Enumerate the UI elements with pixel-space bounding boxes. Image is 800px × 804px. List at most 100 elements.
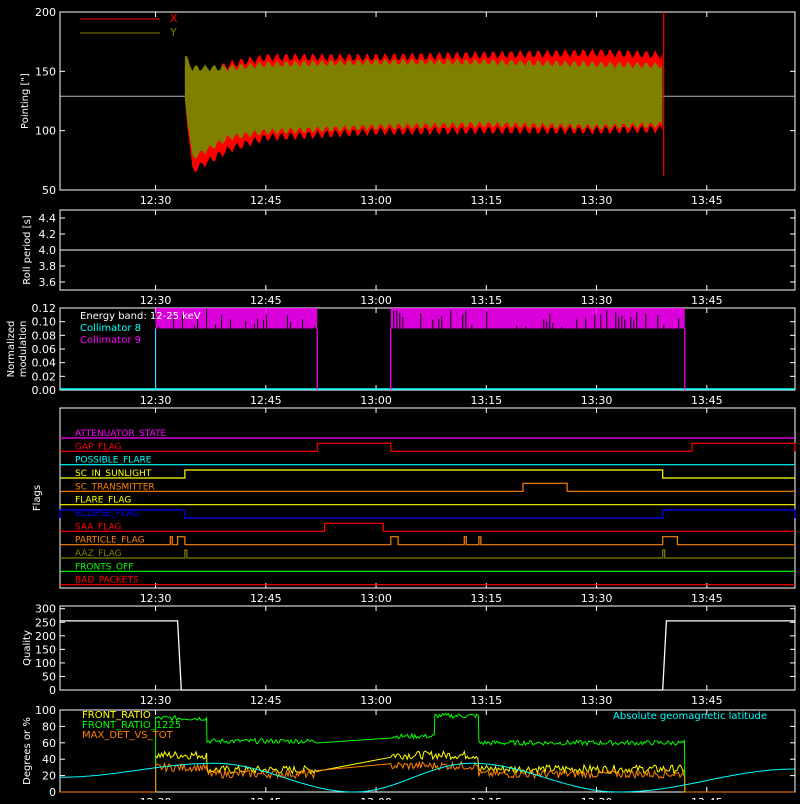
quality-ytick-label-5: 250	[35, 616, 56, 629]
flag-label-eclipse_flag: ECLIPSE_FLAG	[75, 509, 139, 519]
pointing-xtick-label-3: 13:15	[470, 194, 502, 207]
pointing-frame	[59, 11, 796, 191]
flag-trace-saa_flag	[60, 522, 795, 532]
flag-label-flare_flag: FLARE_FLAG	[75, 496, 131, 506]
flag-label-bad_packets: BAD_PACKETS	[75, 576, 139, 586]
pointing-ylabel: Pointing ["]	[20, 73, 31, 129]
modulation-ytick-label-4: 0.08	[32, 329, 57, 342]
modulation-ytick-label-0: 0.00	[32, 384, 57, 397]
flag-label-fronts_off: FRONTS_OFF	[75, 562, 133, 572]
ratios-series-front_ratio_1225	[60, 712, 795, 793]
pointing-ytick-label-2: 150	[35, 65, 56, 78]
ratios-xtick-label-3: 13:15	[470, 796, 502, 800]
modulation-legend-energy: Energy band: 12-25 keV	[80, 311, 201, 322]
quality-ytick-label-6: 300	[35, 603, 56, 616]
roll-ytick-label-3: 4.2	[39, 228, 57, 241]
flag-label-saa_flag: SAA_FLAG	[75, 522, 121, 532]
modulation-collimator-9-band-1	[390, 308, 685, 329]
ratios-xtick-label-2: 13:00	[360, 796, 392, 800]
pointing-ytick-label-1: 100	[35, 125, 56, 138]
flags-xtick-label-5: 13:45	[691, 592, 723, 605]
modulation-ytick-label-6: 0.12	[32, 302, 57, 315]
modulation-xtick-label-5: 13:45	[691, 394, 723, 407]
flags-xtick-label-3: 13:15	[470, 592, 502, 605]
ratios-series-geomagnetic-latitude	[60, 762, 795, 793]
roll-ylabel: Roll period [s]	[22, 215, 33, 284]
flag-trace-aaz_flag	[60, 549, 795, 559]
flag-trace-particle_flag	[60, 536, 795, 546]
ratios-ytick-label-5: 100	[35, 704, 56, 717]
flag-label-particle_flag: PARTICLE_FLAG	[75, 536, 145, 546]
flag-trace-eclipse_flag	[59, 509, 796, 519]
modulation-legend-collimator-9: Collimator 9	[80, 335, 141, 346]
quality-ytick-label-0: 0	[49, 684, 56, 697]
flags-frame	[59, 407, 796, 589]
ratios-xtick-label-5: 13:45	[691, 796, 723, 800]
flags-xtick-label-0: 12:30	[140, 592, 172, 605]
ratios-legend-geomagnetic-latitude: Absolute geomagnetic latitude	[613, 711, 767, 722]
pointing-legend-label-x: X	[170, 12, 178, 25]
quality-ylabel: Quality	[22, 630, 33, 666]
ratios-ylabel: Degrees or %	[22, 717, 33, 785]
roll-xtick-label-2: 13:00	[360, 294, 392, 307]
modulation-ylabel-line2: modulation	[18, 321, 29, 378]
roll-ytick-label-2: 4.0	[39, 244, 57, 257]
ratios-xtick-label-1: 12:45	[250, 796, 282, 800]
modulation-legend-collimator-8: Collimator 8	[80, 323, 141, 334]
flag-trace-sc_transmitter	[60, 482, 795, 492]
flags-ylabel: Flags	[32, 485, 43, 511]
modulation-xtick-label-1: 12:45	[250, 394, 282, 407]
ratios-xtick-label-4: 13:30	[581, 796, 613, 800]
quality-ytick-label-1: 50	[42, 670, 56, 683]
ratios-series-max_det_vs_tot	[60, 760, 795, 793]
ratios-legend-front-ratio: FRONT_RATIO	[82, 710, 151, 721]
quality-xtick-label-3: 13:15	[470, 694, 502, 707]
roll-ytick-label-0: 3.6	[39, 276, 57, 289]
roll-ytick-label-1: 3.8	[39, 260, 57, 273]
quality-xtick-label-5: 13:45	[691, 694, 723, 707]
modulation-collimator-9-band-0	[155, 308, 318, 329]
ratios-ytick-label-4: 80	[42, 720, 56, 733]
flags-xtick-label-4: 13:30	[581, 592, 613, 605]
ratios-ytick-label-3: 60	[42, 737, 56, 750]
quality-xtick-label-4: 13:30	[581, 694, 613, 707]
ratios-ytick-label-2: 40	[42, 753, 56, 766]
quality-ytick-label-4: 200	[35, 630, 56, 643]
modulation-xtick-label-4: 13:30	[581, 394, 613, 407]
quality-xtick-label-2: 13:00	[360, 694, 392, 707]
quality-series-line	[60, 620, 795, 691]
roll-xtick-label-4: 13:30	[581, 294, 613, 307]
flag-label-gap_flag: GAP_FLAG	[75, 442, 121, 452]
ratios-frame	[59, 709, 796, 793]
modulation-ytick-label-5: 0.10	[32, 316, 57, 329]
pointing-legend-label-y: Y	[169, 26, 177, 39]
quality-ytick-label-2: 100	[35, 657, 56, 670]
modulation-ytick-label-1: 0.02	[32, 370, 57, 383]
pointing-xtick-label-2: 13:00	[360, 194, 392, 207]
roll-xtick-label-1: 12:45	[250, 294, 282, 307]
modulation-ytick-label-3: 0.06	[32, 343, 57, 356]
pointing-ytick-label-0: 50	[42, 184, 56, 197]
flags-xtick-label-1: 12:45	[250, 592, 282, 605]
flag-trace-gap_flag	[60, 442, 796, 452]
roll-ytick-label-4: 4.4	[39, 212, 57, 225]
flags-xtick-label-2: 13:00	[360, 592, 392, 605]
quality-xtick-label-0: 12:30	[140, 694, 172, 707]
pointing-xtick-label-5: 13:45	[691, 194, 723, 207]
modulation-xtick-label-0: 12:30	[140, 394, 172, 407]
roll-xtick-label-5: 13:45	[691, 294, 723, 307]
ratios-legend-max-det-vs-tot: MAX_DET_VS_TOT	[82, 730, 174, 741]
flag-label-possible_flare: POSSIBLE_FLARE	[75, 456, 152, 466]
quality-xtick-label-1: 12:45	[250, 694, 282, 707]
pointing-xtick-label-0: 12:30	[140, 194, 172, 207]
modulation-ytick-label-2: 0.04	[32, 357, 57, 370]
ratios-series-front_ratio	[60, 749, 795, 793]
flag-label-aaz_flag: AAZ_FLAG	[75, 549, 122, 559]
pointing-ytick-label-3: 200	[35, 6, 56, 19]
roll-xtick-label-3: 13:15	[470, 294, 502, 307]
ratios-ytick-label-1: 20	[42, 770, 56, 783]
ratios-xtick-label-0: 12:30	[140, 796, 172, 800]
pointing-series-Y	[184, 56, 663, 159]
